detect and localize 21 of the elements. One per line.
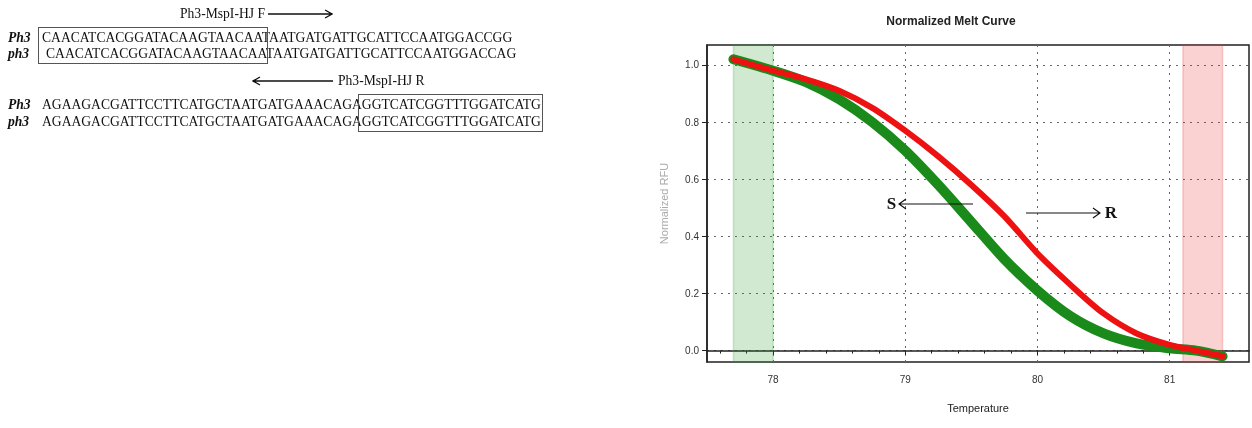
- y-axis-title: Normalized RFU: [657, 162, 670, 245]
- chart-title: Normalized Melt Curve: [886, 14, 1016, 28]
- y-tick-label: 0.6: [685, 173, 700, 185]
- annotation: R: [1104, 203, 1118, 223]
- text: Ph3-MspI-HJ F: [180, 6, 265, 21]
- text: Ph3: [8, 30, 31, 45]
- x-tick-label: 81: [1164, 373, 1176, 385]
- x-tick-label: 79: [899, 373, 912, 385]
- text: ph3: [8, 114, 30, 129]
- y-tick-label: 0.4: [685, 230, 700, 242]
- x-tick-label: 78: [767, 373, 780, 385]
- text: Ph3: [8, 97, 31, 112]
- y-tick-label: 1.0: [685, 59, 700, 71]
- y-tick-label: 0.0: [685, 345, 700, 357]
- x-axis-title: Temperature: [947, 401, 1009, 414]
- y-tick-label: 0.8: [685, 116, 700, 128]
- text: Ph3-MspI-HJ R: [338, 73, 425, 88]
- x-tick-label: 80: [1031, 373, 1044, 385]
- text: ph3: [8, 46, 30, 61]
- y-tick-label: 0.2: [685, 287, 700, 299]
- annotation: S: [886, 193, 897, 214]
